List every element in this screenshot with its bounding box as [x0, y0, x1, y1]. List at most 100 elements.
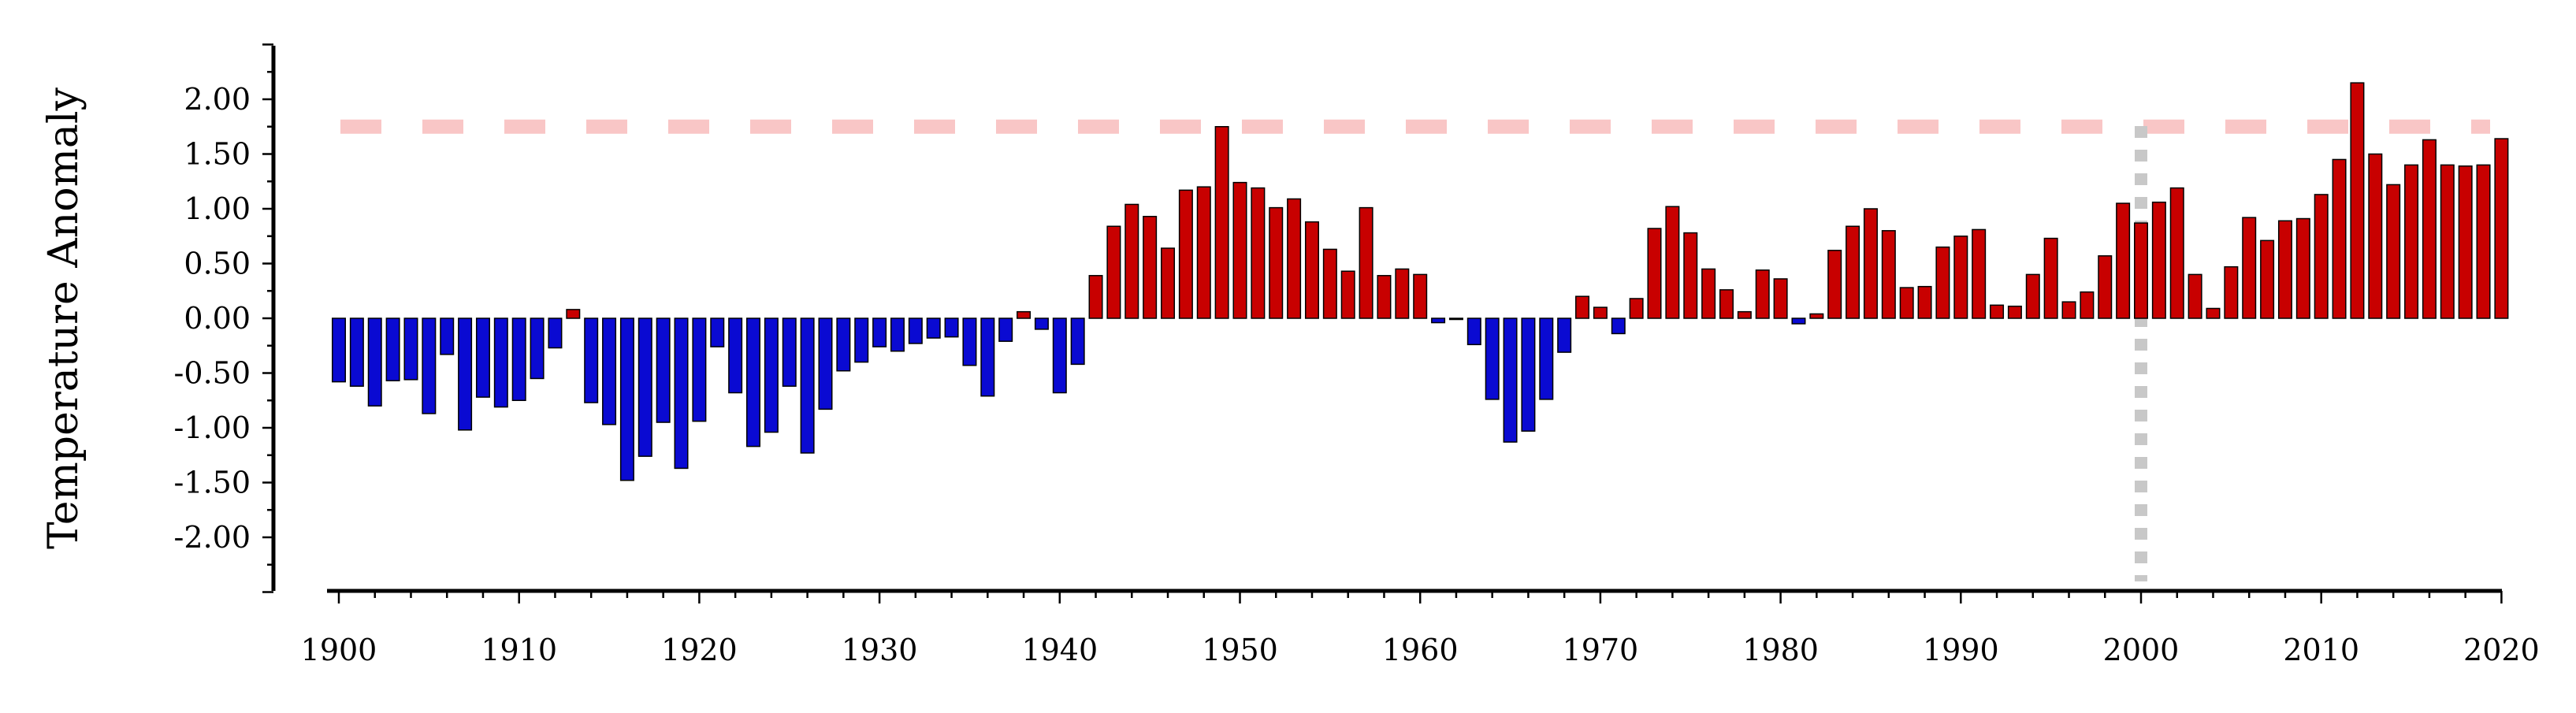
bar-1991: [1972, 228, 1987, 319]
bar-1982: [1809, 313, 1824, 319]
bar-2006: [2242, 217, 2257, 319]
bar-1946: [1161, 247, 1176, 319]
bar-1971: [1611, 318, 1626, 335]
bar-1959: [1395, 268, 1410, 319]
bar-1990: [1953, 236, 1968, 319]
bar-1996: [2061, 301, 2076, 319]
bar-2012: [2350, 82, 2365, 319]
bar-1997: [2080, 291, 2095, 319]
bar-2002: [2169, 187, 2184, 319]
bar-2004: [2206, 307, 2221, 319]
axes: [262, 43, 2503, 603]
bar-1916: [619, 318, 634, 481]
bar-1967: [1539, 318, 1554, 400]
bar-1915: [602, 318, 617, 425]
bar-1935: [962, 318, 977, 366]
bar-1974: [1665, 206, 1680, 319]
bar-2003: [2188, 273, 2202, 319]
bar-1957: [1359, 206, 1373, 319]
bar-1998: [2098, 255, 2113, 319]
x-tick-label: 1960: [1382, 633, 1459, 667]
x-tick-label: 1940: [1021, 633, 1098, 667]
bar-1900: [332, 318, 346, 383]
bar-2016: [2422, 139, 2437, 319]
bar-1942: [1088, 275, 1103, 319]
x-tick-label: 1970: [1563, 633, 1639, 667]
x-tick-label: 2000: [2103, 633, 2180, 667]
bar-1999: [2116, 202, 2131, 319]
bar-1905: [422, 318, 437, 414]
bar-1972: [1629, 298, 1644, 319]
bar-1979: [1755, 269, 1770, 319]
bar-1950: [1232, 181, 1247, 319]
reference-lines: [340, 119, 2490, 581]
bar-2001: [2151, 201, 2166, 319]
y-tick-label: 0.00: [184, 301, 251, 336]
bar-1936: [980, 318, 995, 397]
bar-1956: [1340, 270, 1355, 319]
bar-1989: [1935, 246, 1950, 319]
bar-1968: [1557, 318, 1572, 353]
x-tick-label: 1910: [481, 633, 557, 667]
bar-1914: [584, 318, 599, 403]
bar-1958: [1377, 275, 1392, 319]
bar-1980: [1773, 278, 1788, 319]
bar-1939: [1034, 318, 1049, 330]
bar-2005: [2224, 266, 2239, 319]
y-tick-label: -2.00: [174, 520, 251, 555]
bar-1920: [692, 318, 707, 422]
bar-1945: [1143, 215, 1158, 319]
bar-1932: [908, 318, 923, 344]
bar-1953: [1287, 198, 1302, 319]
x-tick-label: 2010: [2283, 633, 2359, 667]
bar-1934: [944, 318, 959, 338]
bar-1962: [1448, 318, 1463, 321]
bar-1994: [2025, 273, 2040, 319]
bar-2013: [2368, 153, 2383, 319]
bar-1927: [818, 318, 833, 410]
bar-1973: [1647, 228, 1662, 319]
bar-1919: [674, 318, 689, 470]
bar-1940: [1052, 318, 1067, 394]
bar-1963: [1466, 318, 1481, 346]
bar-1951: [1251, 187, 1266, 319]
bar-2017: [2440, 164, 2455, 319]
bar-1921: [710, 318, 725, 347]
bar-2010: [2314, 194, 2329, 319]
bar-1931: [890, 318, 905, 352]
bar-2019: [2476, 164, 2491, 319]
bar-1910: [511, 318, 526, 401]
bar-1965: [1503, 318, 1518, 443]
bar-1902: [367, 318, 382, 407]
bar-1901: [349, 318, 364, 387]
bar-2015: [2404, 164, 2419, 319]
bar-1975: [1683, 232, 1698, 319]
bar-1911: [530, 318, 545, 380]
bar-1903: [385, 318, 400, 381]
y-axis-title: Temperature Anomaly: [40, 87, 87, 548]
bar-1992: [1990, 304, 2005, 319]
bar-2007: [2260, 240, 2275, 319]
bar-2018: [2458, 165, 2473, 319]
bar-1969: [1575, 295, 1590, 319]
bar-1976: [1701, 268, 1716, 319]
bar-1995: [2043, 237, 2058, 319]
bar-1904: [403, 318, 418, 381]
y-tick-label: -1.00: [174, 410, 251, 445]
x-tick-label: 1980: [1742, 633, 1819, 667]
bar-1929: [854, 318, 869, 363]
x-tick-label: 1920: [661, 633, 738, 667]
x-tick-label: 2020: [2463, 633, 2540, 667]
bar-2009: [2295, 217, 2310, 319]
bar-1937: [998, 318, 1013, 342]
bar-1986: [1881, 230, 1896, 319]
bar-1913: [566, 309, 581, 319]
bar-2000: [2134, 222, 2148, 319]
bar-1917: [637, 318, 652, 457]
bar-1981: [1791, 318, 1806, 325]
bar-1954: [1304, 221, 1319, 319]
bar-1970: [1593, 306, 1608, 319]
y-tick-label: 1.00: [184, 191, 251, 226]
